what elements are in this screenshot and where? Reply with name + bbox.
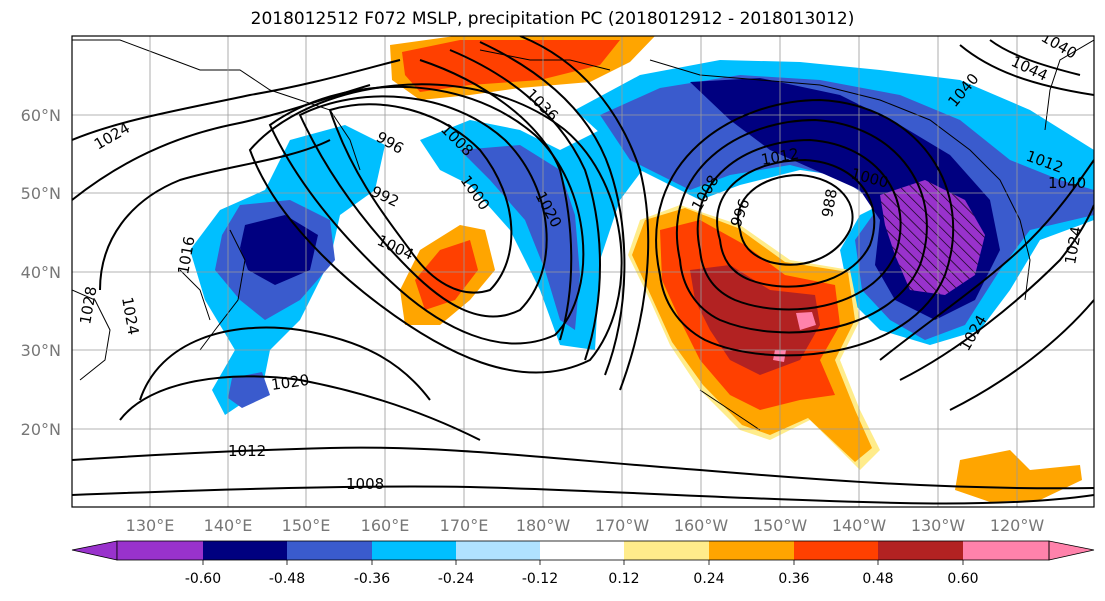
lon-label: 140°W <box>832 516 887 535</box>
lat-label: 60°N <box>21 106 61 125</box>
lon-label: 160°W <box>674 516 729 535</box>
isobar-label: 1008 <box>346 475 384 493</box>
colorbar-segment <box>540 541 624 560</box>
colorbar-segment <box>794 541 878 560</box>
colorbar-segment <box>878 541 963 560</box>
isobars <box>72 36 1094 505</box>
isobar-label: 1012 <box>228 442 266 460</box>
coastlines <box>72 39 1094 431</box>
colorbar-tick-label: 0.48 <box>862 571 893 587</box>
colorbar: -0.60 -0.48 -0.36 -0.24 -0.12 0.12 0.24 … <box>71 540 1095 587</box>
colorbar-segment <box>117 541 203 560</box>
colorbar-segment <box>709 541 794 560</box>
lon-label: 170°E <box>440 516 489 535</box>
lon-label: 160°E <box>361 516 410 535</box>
lat-label: 40°N <box>21 263 61 282</box>
colorbar-ticks <box>202 560 964 565</box>
lon-label: 170°W <box>595 516 650 535</box>
colorbar-tick-label: -0.24 <box>438 571 474 587</box>
precip-red-region-2 <box>415 240 478 310</box>
colorbar-tick-label: -0.36 <box>354 571 390 587</box>
colorbar-segment <box>287 541 372 560</box>
precip-pink-region <box>773 312 816 362</box>
isobar-label: 1020 <box>270 371 310 394</box>
lat-label: 20°N <box>21 420 61 439</box>
colorbar-segment <box>203 541 287 560</box>
colorbar-tick-label: 0.12 <box>608 571 639 587</box>
colorbar-max-extend <box>1048 540 1095 561</box>
precip-navy-region <box>240 215 318 285</box>
precip-blue-band <box>460 145 580 330</box>
colorbar-segment <box>456 541 540 560</box>
isobar-label: 988 <box>818 187 841 218</box>
colorbar-frame <box>116 540 1050 561</box>
lon-label: 140°E <box>204 516 253 535</box>
lon-label: 180°W <box>516 516 571 535</box>
colorbar-tick-label: 0.36 <box>778 571 809 587</box>
map-panel: 1024 1020 1016 1028 1024 996 1008 1000 9… <box>72 36 1094 507</box>
lon-label: 150°W <box>753 516 808 535</box>
lon-label: 120°W <box>990 516 1045 535</box>
colorbar-segment <box>624 541 709 560</box>
colorbar-segment <box>963 541 1049 560</box>
longitude-labels: 130°E 140°E 150°E 160°E 170°E 180°W 170°… <box>126 516 1045 535</box>
colorbar-min-extend <box>71 540 118 561</box>
colorbar-tick-label: 0.60 <box>947 571 978 587</box>
lon-label: 130°E <box>126 516 175 535</box>
colorbar-tick-label: -0.12 <box>522 571 558 587</box>
colorbar-segment <box>372 541 456 560</box>
isobar-label: 1040 <box>1048 174 1086 192</box>
lon-label: 130°W <box>911 516 966 535</box>
colorbar-tick-label: -0.48 <box>269 571 305 587</box>
precip-hatched-region <box>880 180 985 295</box>
map-frame <box>71 35 1095 508</box>
map-title: 2018012512 F072 MSLP, precipitation PC (… <box>250 9 855 29</box>
gridlines <box>72 36 1094 507</box>
colorbar-tick-label: -0.60 <box>185 571 221 587</box>
lat-label: 30°N <box>21 341 61 360</box>
precip-shading <box>190 36 1094 502</box>
colorbar-tick-label: 0.24 <box>693 571 724 587</box>
latitude-labels: 60°N 50°N 40°N 30°N 20°N <box>21 106 61 439</box>
lon-label: 150°E <box>282 516 331 535</box>
lat-label: 50°N <box>21 184 61 203</box>
